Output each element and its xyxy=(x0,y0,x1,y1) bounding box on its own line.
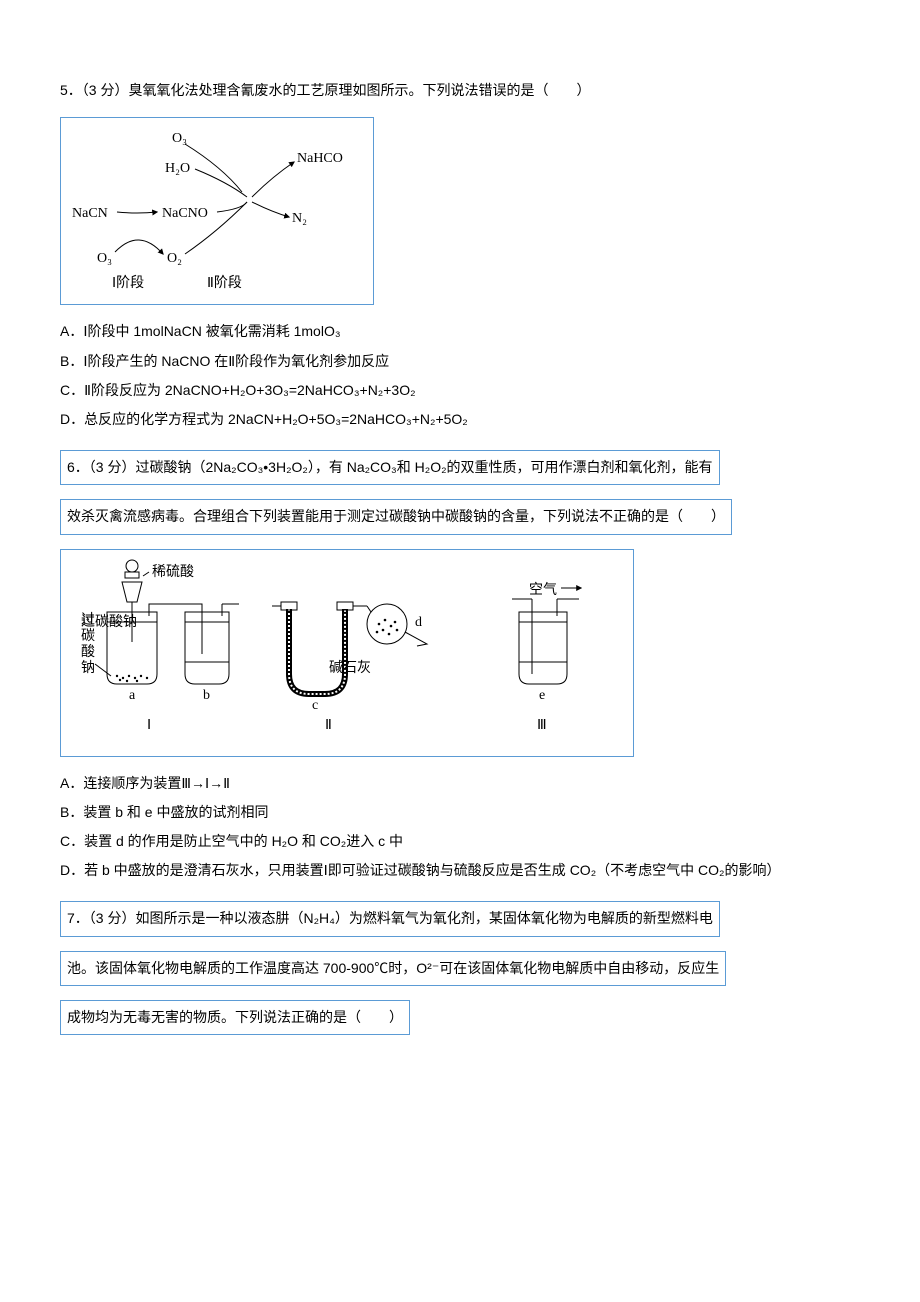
q5-diagram: O₃ H₂O NaCN NaCNO NaHCO N₂ O₃ O₂ Ⅰ阶段 Ⅱ阶段 xyxy=(60,117,374,305)
funnel-stopcock xyxy=(125,572,139,578)
granules-d xyxy=(376,618,399,635)
q5-option-c: C．Ⅱ阶段反应为 2NaCNO+H₂O+3O₃=2NaHCO₃+N₂+3O₂ xyxy=(60,378,860,403)
q6-option-d: D．若 b 中盛放的是澄清石灰水，只用装置Ⅰ即可验证过碳酸钠与硫酸反应是否生成 … xyxy=(60,858,860,883)
label-o3-bot: O₃ xyxy=(97,251,112,266)
label-dilute-acid: 稀硫酸 xyxy=(152,564,194,580)
q6-diagram: 稀硫酸 a 过碳酸钠 过碳酸钠 b Ⅰ xyxy=(60,549,634,757)
label-group2: Ⅱ xyxy=(325,718,332,733)
label-o2: O₂ xyxy=(167,251,182,266)
q6-stem-line1: 6．（3 分）过碳酸钠（2Na₂CO₃•3H₂O₂），有 Na₂CO₃和 H₂O… xyxy=(60,450,720,485)
svg-text:钠: 钠 xyxy=(81,660,95,676)
label-stage2: Ⅱ阶段 xyxy=(207,275,242,291)
q7-stem-line2: 池。该固体氧化物电解质的工作温度高达 700-900℃时，O²⁻可在该固体氧化物… xyxy=(60,951,726,986)
funnel-body xyxy=(122,582,142,602)
q6-options: A．连接顺序为装置Ⅲ→Ⅰ→Ⅱ B．装置 b 和 e 中盛放的试剂相同 C．装置 … xyxy=(60,771,860,884)
svg-text:碳: 碳 xyxy=(81,628,95,644)
label-stage1: Ⅰ阶段 xyxy=(112,275,144,291)
label-air: 空气 xyxy=(529,582,557,598)
q5-stem: 5．（3 分）臭氧氧化法处理含氰废水的工艺原理如图所示。下列说法错误的是（ ） xyxy=(60,78,860,103)
label-o3-top: O₃ xyxy=(172,131,187,146)
q6-stem-line2: 效杀灭禽流感病毒。合理组合下列装置能用于测定过碳酸钠中碳酸钠的含量，下列说法不正… xyxy=(60,499,732,534)
label-percarbonate-vertical: 过碳酸钠 xyxy=(81,612,95,676)
flask-e xyxy=(519,622,567,684)
u-tube-granules xyxy=(289,609,345,694)
label-nacno: NaCNO xyxy=(162,206,208,221)
flask-b xyxy=(185,622,229,684)
q6-stem: 6．（3 分）过碳酸钠（2Na₂CO₃•3H₂O₂），有 Na₂CO₃和 H₂O… xyxy=(60,450,860,534)
label-nahco: NaHCO xyxy=(297,151,343,166)
q6-option-a: A．连接顺序为装置Ⅲ→Ⅰ→Ⅱ xyxy=(60,771,860,796)
label-soda-lime: 碱石灰 xyxy=(329,660,371,676)
flask-e-neck xyxy=(519,612,567,622)
arrow xyxy=(252,202,289,217)
pointer xyxy=(95,664,111,676)
bulb-in xyxy=(367,606,371,612)
arrow xyxy=(185,144,242,192)
u-cap-right xyxy=(337,602,353,610)
q5-option-b: B．Ⅰ阶段产生的 NaCNO 在Ⅱ阶段作为氧化剂参加反应 xyxy=(60,349,860,374)
label-a: a xyxy=(129,688,136,703)
q5-option-d: D．总反应的化学方程式为 2NaCN+H₂O+5O₃=2NaHCO₃+N₂+5O… xyxy=(60,407,860,432)
bulb-d xyxy=(367,604,407,644)
q6-option-c: C．装置 d 的作用是防止空气中的 H₂O 和 CO₂进入 c 中 xyxy=(60,829,860,854)
q5-options: A．Ⅰ阶段中 1molNaCN 被氧化需消耗 1molO₃ B．Ⅰ阶段产生的 N… xyxy=(60,319,860,432)
u-cap-left xyxy=(281,602,297,610)
label-group1: Ⅰ xyxy=(147,718,151,733)
label-n2: N₂ xyxy=(292,211,307,226)
u-tube xyxy=(289,609,345,694)
label-group3: Ⅲ xyxy=(537,718,547,733)
arrow xyxy=(252,162,294,197)
funnel-bulb xyxy=(126,560,138,572)
pointer xyxy=(143,572,149,576)
q7-stem-line3: 成物均为无毒无害的物质。下列说法正确的是（ ） xyxy=(60,1000,410,1035)
q5-option-a: A．Ⅰ阶段中 1molNaCN 被氧化需消耗 1molO₃ xyxy=(60,319,860,344)
label-nacn: NaCN xyxy=(72,206,108,221)
arrow xyxy=(117,212,157,213)
arrow xyxy=(115,240,163,254)
svg-text:过: 过 xyxy=(81,612,95,628)
label-e: e xyxy=(539,688,545,703)
bulb-tail xyxy=(405,632,427,646)
q6-option-b: B．装置 b 和 e 中盛放的试剂相同 xyxy=(60,800,860,825)
arrow xyxy=(195,169,247,197)
q7-stem-line1: 7．（3 分）如图所示是一种以液态肼（N₂H₄）为燃料氧气为氧化剂，某固体氧化物… xyxy=(60,901,720,936)
q7-stem: 7．（3 分）如图所示是一种以液态肼（N₂H₄）为燃料氧气为氧化剂，某固体氧化物… xyxy=(60,901,860,1035)
label-d: d xyxy=(415,615,422,630)
label-h2o: H₂O xyxy=(165,161,190,176)
svg-text:酸: 酸 xyxy=(81,644,95,660)
label-c: c xyxy=(312,698,318,713)
solid-a xyxy=(116,674,148,681)
label-b: b xyxy=(203,688,210,703)
